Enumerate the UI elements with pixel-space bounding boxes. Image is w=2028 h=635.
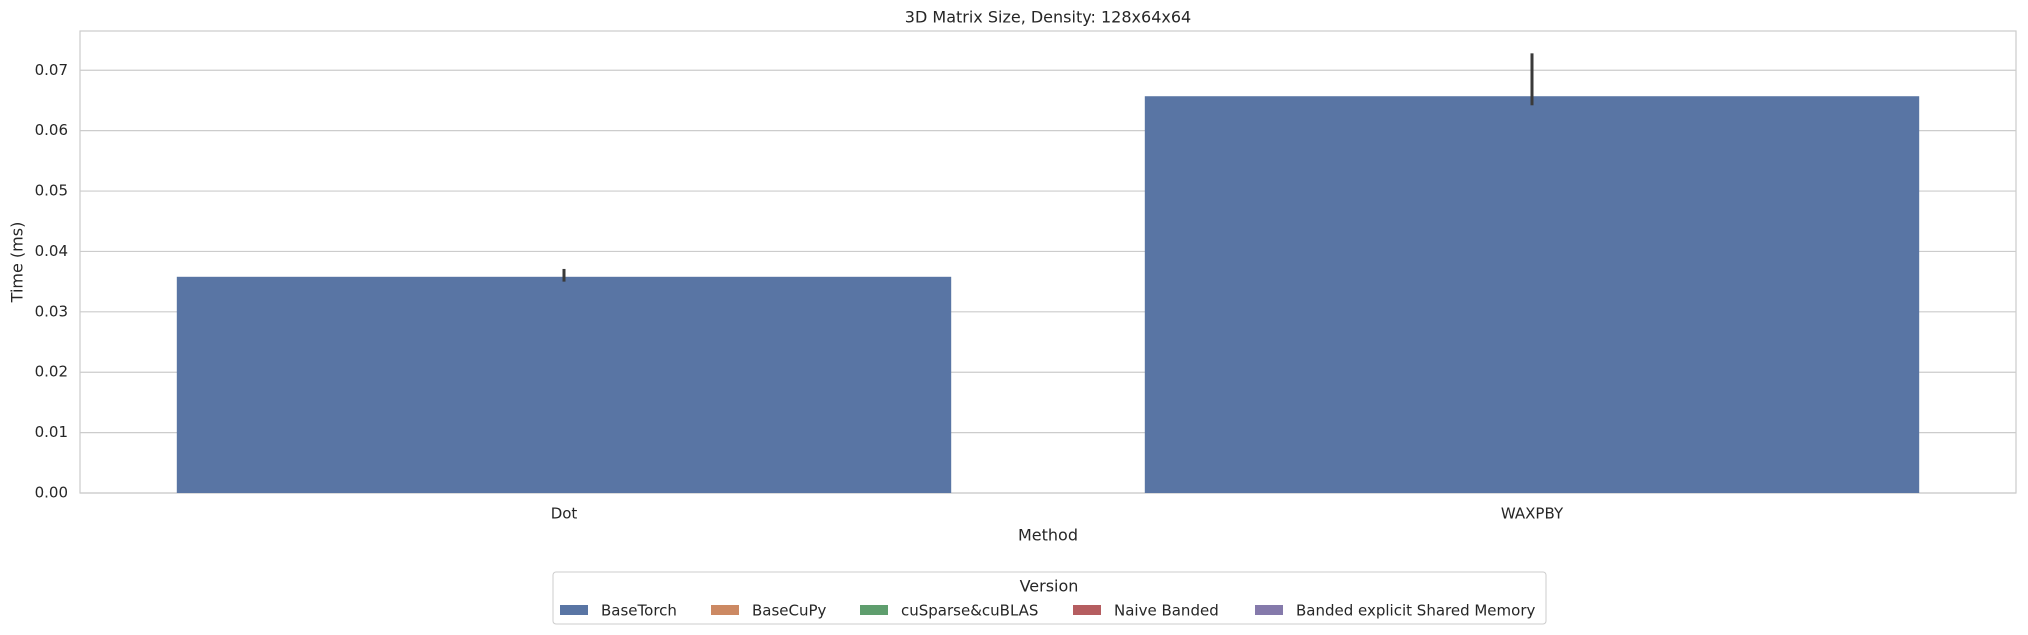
legend-swatch — [1255, 605, 1283, 615]
legend-box — [552, 571, 1547, 625]
legend-swatch — [560, 605, 588, 615]
legend-label: BaseTorch — [601, 602, 677, 620]
bar — [176, 276, 952, 493]
y-axis-label: Time (ms) — [8, 222, 27, 304]
legend-label: cuSparse&cuBLAS — [901, 602, 1038, 620]
legend-swatch — [711, 605, 739, 615]
y-tick-label: 0.05 — [35, 182, 68, 200]
legend-swatch — [1073, 605, 1101, 615]
y-tick-label: 0.03 — [35, 302, 68, 320]
y-tick-label: 0.00 — [35, 484, 68, 502]
legend-label: BaseCuPy — [752, 602, 827, 620]
y-tick-label: 0.02 — [35, 363, 68, 381]
x-axis-label: Method — [1018, 526, 1078, 545]
legend-swatch — [860, 605, 888, 615]
legend-label: Banded explicit Shared Memory — [1296, 602, 1535, 620]
legend-title: Version — [1020, 577, 1079, 596]
bar — [1144, 96, 1920, 494]
legend-label: Naive Banded — [1114, 602, 1219, 620]
y-tick-label: 0.07 — [35, 61, 68, 79]
y-tick-label: 0.06 — [35, 121, 68, 139]
y-tick-label: 0.04 — [35, 242, 68, 260]
x-tick-label: WAXPBY — [1501, 505, 1564, 523]
y-tick-label: 0.01 — [35, 423, 68, 441]
chart-title: 3D Matrix Size, Density: 128x64x64 — [905, 8, 1191, 27]
x-tick-label: Dot — [551, 505, 578, 523]
